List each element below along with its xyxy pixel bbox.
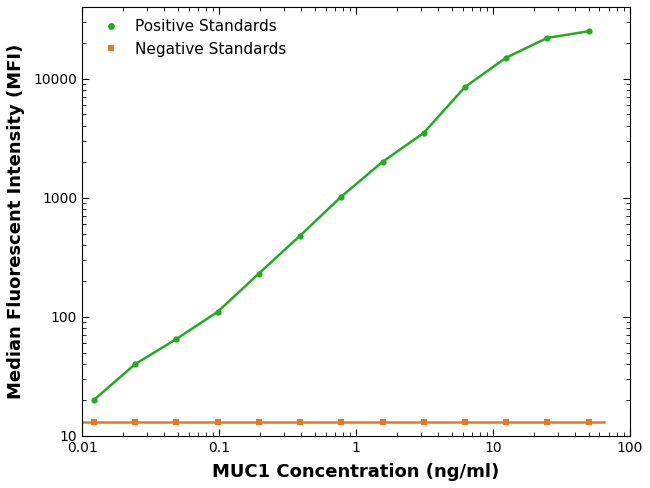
Positive Standards <box>296 233 304 239</box>
Positive Standards <box>131 361 139 367</box>
Positive Standards <box>502 55 510 61</box>
Positive Standards <box>543 35 551 41</box>
Negative Standards <box>172 419 180 425</box>
Positive Standards <box>585 28 593 34</box>
Positive Standards <box>90 397 97 403</box>
Positive Standards <box>172 336 180 342</box>
Positive Standards <box>461 84 469 90</box>
Negative Standards <box>214 419 222 425</box>
Negative Standards <box>585 419 593 425</box>
Negative Standards <box>420 419 428 425</box>
Negative Standards <box>90 419 97 425</box>
Positive Standards <box>420 130 428 136</box>
Positive Standards <box>255 271 263 277</box>
Negative Standards <box>378 419 386 425</box>
Negative Standards <box>296 419 304 425</box>
Negative Standards <box>502 419 510 425</box>
Positive Standards <box>378 159 386 165</box>
Y-axis label: Median Fluorescent Intensity (MFI): Median Fluorescent Intensity (MFI) <box>7 44 25 399</box>
Negative Standards <box>543 419 551 425</box>
Negative Standards <box>131 419 139 425</box>
Positive Standards <box>337 194 345 200</box>
Negative Standards <box>337 419 345 425</box>
Line: Positive Standards: Positive Standards <box>91 28 592 403</box>
Negative Standards <box>461 419 469 425</box>
Positive Standards <box>214 309 222 315</box>
Line: Negative Standards: Negative Standards <box>91 419 592 426</box>
X-axis label: MUC1 Concentration (ng/ml): MUC1 Concentration (ng/ml) <box>213 463 500 481</box>
Legend: Positive Standards, Negative Standards: Positive Standards, Negative Standards <box>90 15 291 61</box>
Negative Standards <box>255 419 263 425</box>
